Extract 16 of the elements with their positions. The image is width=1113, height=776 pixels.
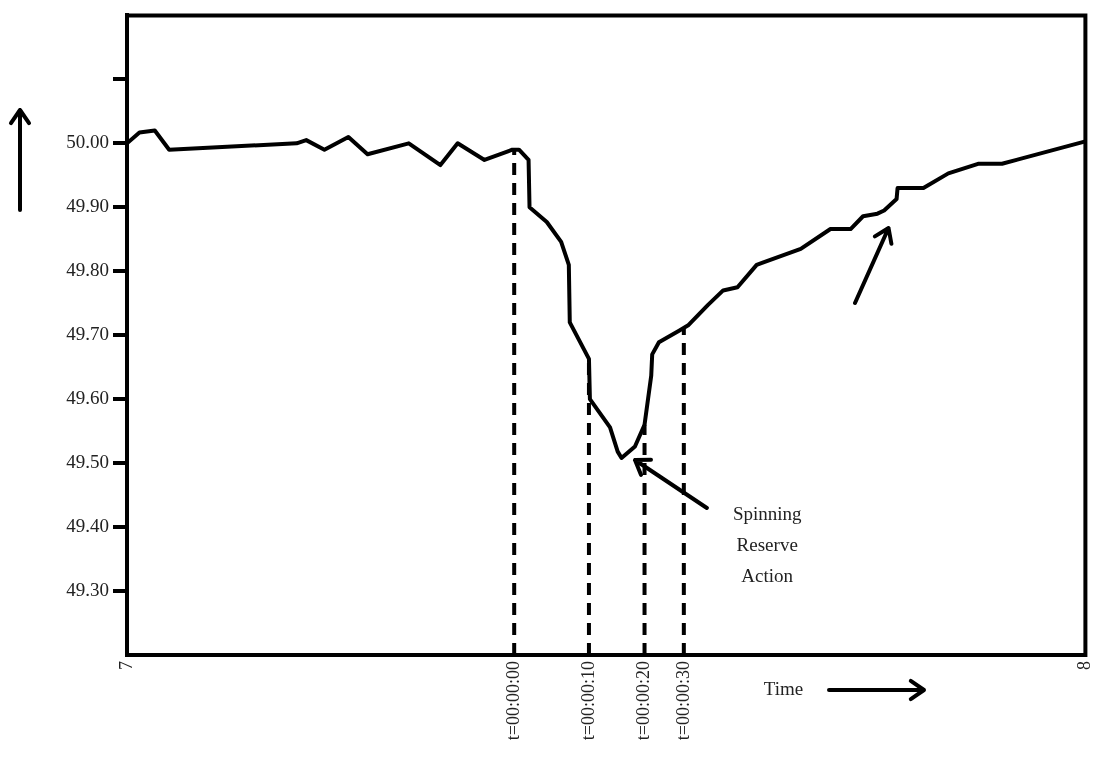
y-tick-label: 49.40 <box>66 515 109 537</box>
y-tick-label: 49.70 <box>66 323 109 345</box>
y-tick-label: 49.80 <box>66 259 109 281</box>
y-tick-label: 49.90 <box>66 195 109 217</box>
x-tick-label: 8 <box>1074 661 1095 670</box>
x-axis-title: Time <box>763 677 804 699</box>
y-tick-label: 49.60 <box>66 387 109 409</box>
y-tick-label: 49.30 <box>66 579 109 601</box>
x-tick-label: t=00:00:30 <box>672 661 693 741</box>
x-tick-label: t=00:00:10 <box>577 661 598 741</box>
y-tick-label: 50.00 <box>66 131 109 153</box>
x-tick-label: t=00:00:20 <box>633 661 654 741</box>
x-tick-label: 7 <box>115 661 136 670</box>
x-tick-label: t=00:00:00 <box>502 661 523 741</box>
annotation: Spinning Reserve Action <box>732 503 803 587</box>
y-tick-label: 49.50 <box>66 451 109 473</box>
